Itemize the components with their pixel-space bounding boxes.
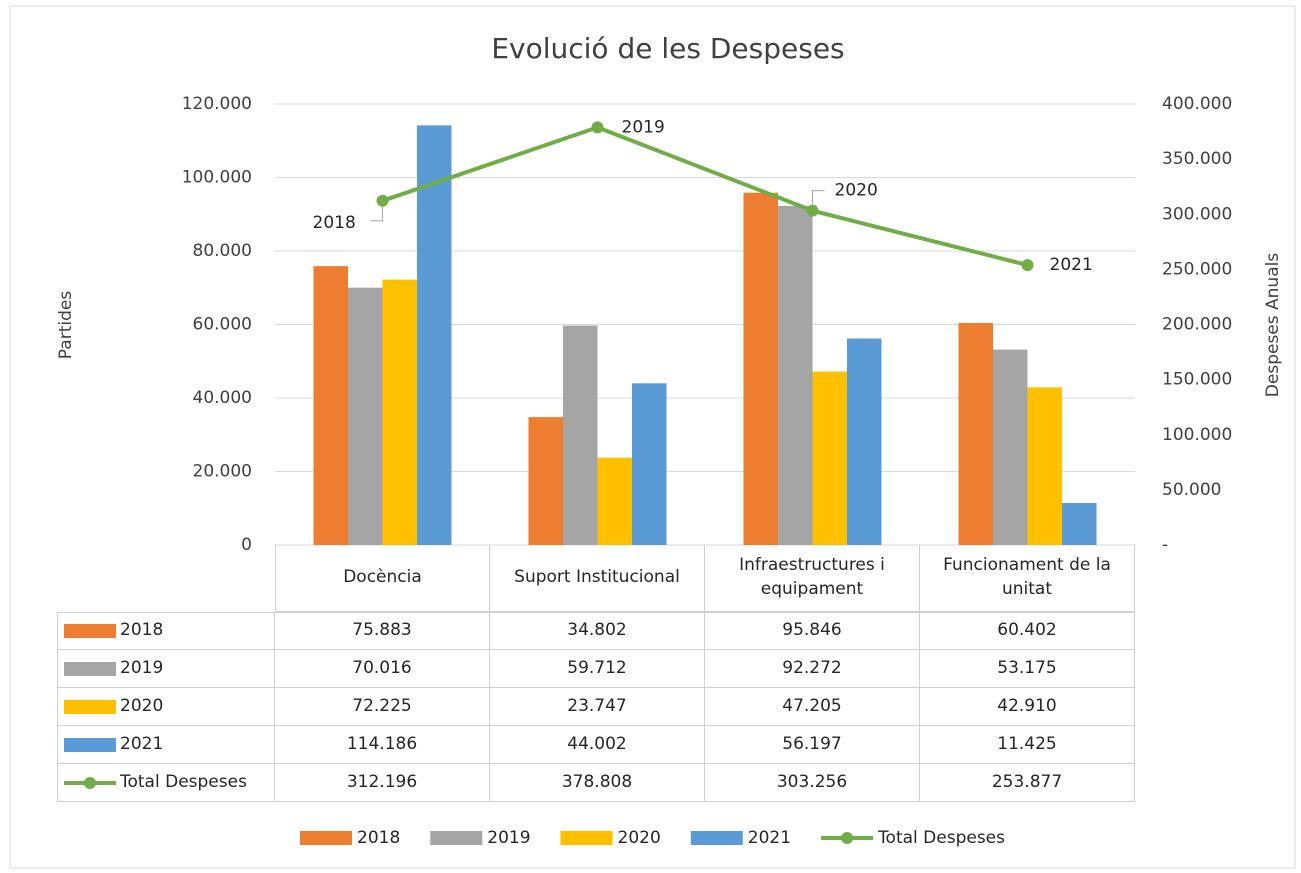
bar [348,287,383,545]
table-value: 56.197 [705,726,920,764]
legend-label: 2018 [357,828,400,848]
y2-tick-label: 350.000 [1162,149,1232,169]
bar [528,417,563,545]
table-value: 303.256 [705,764,920,802]
bar [382,279,417,545]
table-value: 253.877 [920,764,1135,802]
bar [632,383,667,545]
y2-tick-label: 200.000 [1162,315,1232,335]
table-header: Funcionament de la unitat [920,545,1135,612]
table-series-name: 2021 [120,733,164,754]
table-legend-dot [84,776,96,789]
line-point [1021,259,1034,272]
table-key-cell: 2021 [57,726,275,764]
legend-label: 2021 [748,828,791,848]
table-value: 42.910 [920,688,1135,726]
y-tick-label: 100.000 [182,168,252,188]
legend-key [560,831,613,845]
table-series-name: 2020 [120,695,164,716]
bar [743,192,778,546]
table-value: 60.402 [920,612,1135,650]
y2-tick-label: 100.000 [1162,425,1232,445]
y2-tick-label: 400.000 [1162,94,1232,114]
line-point [591,121,604,134]
point-label: 2021 [1050,255,1093,275]
bar [958,323,993,545]
legend-label: 2020 [618,828,661,848]
table-series-name: 2019 [120,657,164,678]
point-label: 2020 [835,181,878,201]
bar [597,457,632,545]
bar [563,325,598,545]
table-legend-key [64,776,116,789]
table-value: 92.272 [705,650,920,688]
table-value: 70.016 [275,650,490,688]
table-value: 47.205 [705,688,920,726]
table-value: 72.225 [275,688,490,726]
legend-label: 2019 [487,828,530,848]
line-point [376,194,389,207]
y-tick-label: 80.000 [193,241,252,261]
y-tick-label: 20.000 [193,462,252,482]
table-key-cell: 2019 [57,650,275,688]
table-key-cell: Total Despeses [57,764,275,802]
table-value: 23.747 [490,688,705,726]
line [381,125,1028,268]
table-series-name: 2018 [120,620,164,641]
table-value: 75.883 [275,612,490,650]
table-key-cell: 2018 [57,612,275,650]
y-tick-label: 60.000 [193,315,252,335]
table-key-cell: 2020 [57,688,275,726]
table-value: 114.186 [275,726,490,764]
y2-tick-label: 250.000 [1162,259,1232,279]
y-axis-title: Partides [56,291,76,360]
table-header: Docència [275,545,490,612]
bar [847,338,882,545]
y2-tick-label: 50.000 [1162,480,1221,500]
y-tick-label: 40.000 [193,388,252,408]
legend-label: Total Despeses [877,828,1005,848]
table-legend-key [64,737,116,752]
line-point [806,204,819,217]
table-value: 53.175 [920,650,1135,688]
bar [417,125,452,545]
y2-tick-label: 300.000 [1162,204,1232,224]
table-value: 312.196 [275,764,490,802]
y2-axis-title: Despeses Anuals [1263,253,1283,398]
point-label: 2019 [622,117,665,137]
table-legend-key [64,699,116,714]
table-legend-key [64,624,116,638]
table-value: 95.846 [705,612,920,650]
table-header: Infraestructures i equipament [705,545,920,612]
bar [993,349,1028,545]
y-tick-label: 120.000 [182,94,252,114]
chart-title: Evolució de les Despeses [491,32,844,65]
table-value: 34.802 [490,612,705,650]
table-legend-key [64,661,116,676]
table-value: 11.425 [920,726,1135,764]
table-value: 59.712 [490,650,705,688]
y2-tick-label: 150.000 [1162,370,1232,390]
bar [778,205,813,546]
table-value: 44.002 [490,726,705,764]
legend-key-dot [841,832,854,844]
point-label: 2018 [313,213,356,233]
bar [812,371,847,545]
bar [1027,387,1062,545]
legend-key [430,831,483,845]
legend-key [690,831,743,845]
bar [313,266,348,545]
legend-key [300,831,352,845]
bar [1062,503,1097,545]
table-value: 378.808 [490,764,705,802]
leader-line [370,206,383,222]
table-header: Suport Institucional [490,545,705,612]
y-tick-label: 0 [241,535,252,555]
table-series-name: Total Despeses [120,771,247,792]
leader-line [812,190,825,205]
y2-tick-label: - [1162,535,1168,555]
chart-border [9,5,1296,869]
